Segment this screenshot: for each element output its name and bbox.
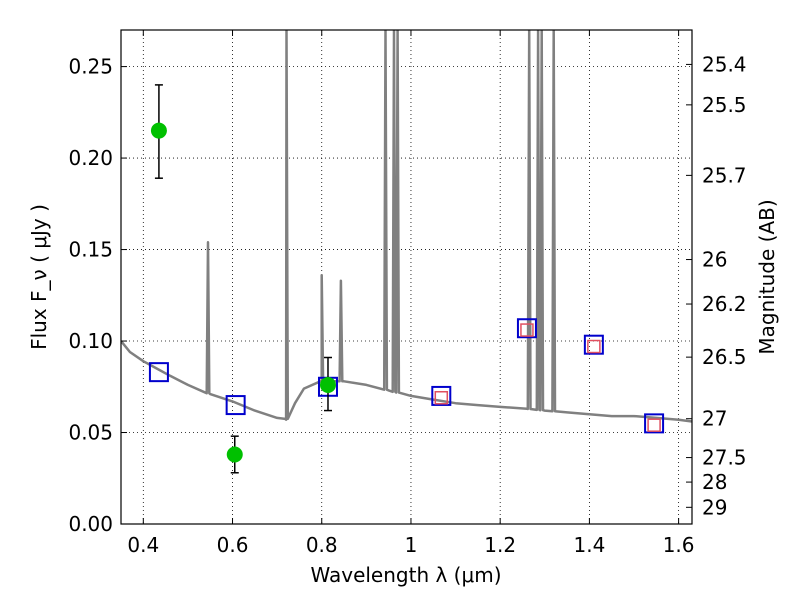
y-axis-label: Flux F_ν ( μJy ) (27, 204, 51, 350)
y2-tick-label: 25.7 (702, 163, 747, 187)
y2-tick-label: 29 (702, 495, 727, 519)
x-tick-label: 1.4 (573, 533, 605, 557)
model-point-red (647, 418, 661, 432)
plot-data (121, 30, 692, 474)
y2-tick-label: 27 (702, 407, 727, 431)
model-point-blue (516, 318, 537, 339)
observed-point (319, 376, 336, 393)
x-tick-label: 0.6 (217, 533, 249, 557)
model-point-red (587, 339, 601, 354)
model-point-blue (225, 395, 246, 416)
x-tick-label: 1.6 (663, 533, 695, 557)
model-point-blue (148, 362, 169, 383)
y-tick-label: 0.10 (68, 329, 113, 353)
y2-tick-label: 26 (702, 248, 727, 272)
y-tick-label: 0.05 (68, 421, 113, 445)
x-axis-label: Wavelength λ (μm) (310, 563, 501, 587)
y2-tick-label: 28 (702, 470, 727, 494)
y-tick-label: 0.20 (68, 146, 113, 170)
y2-tick-label: 27.5 (702, 446, 747, 470)
model-point-blue (431, 385, 452, 406)
x-tick-label: 0.4 (127, 533, 159, 557)
y2-tick-label: 25.4 (702, 52, 747, 76)
plot-frame (120, 29, 693, 525)
x-tick-label: 1 (405, 533, 418, 557)
model-point-red (520, 323, 534, 337)
model-point-red (434, 391, 449, 405)
y-tick-label: 0.00 (68, 512, 113, 536)
y2-tick-label: 26.5 (702, 345, 747, 369)
observed-point (226, 446, 243, 463)
x-tick-label: 0.8 (306, 533, 338, 557)
observed-point (150, 122, 167, 139)
y-tick-label: 0.25 (68, 55, 113, 79)
axis-ticks: 0.4 0.6 0.8 1 1.2 1.4 1.6 0.00 0.05 0.10 0.15 0.20 0… (68, 30, 747, 557)
y2-tick-label: 25.5 (702, 93, 747, 117)
y2-tick-label: 26.2 (702, 292, 747, 316)
y-tick-label: 0.15 (68, 238, 113, 262)
x-tick-label: 1.2 (484, 533, 516, 557)
model-point-blue (644, 413, 665, 434)
secondary-y-axis-label: Magnitude (AB) (755, 199, 779, 354)
model-point-blue (583, 334, 604, 355)
